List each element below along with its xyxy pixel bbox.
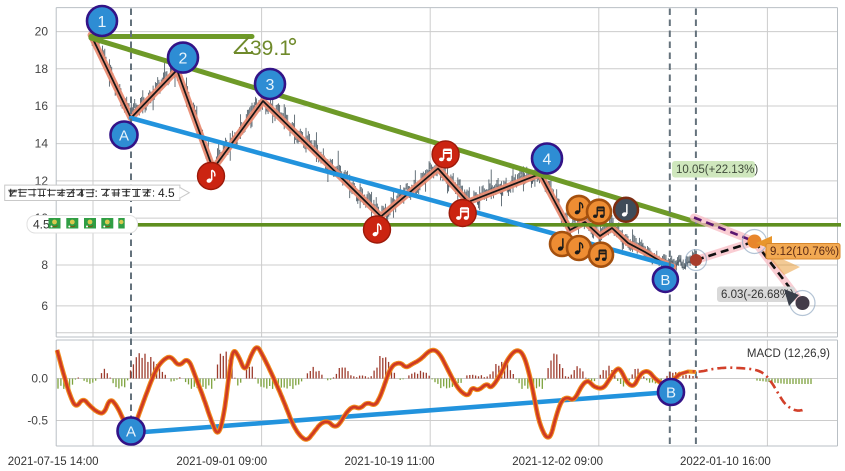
svg-text:2022-01-10 16:00: 2022-01-10 16:00 <box>680 456 771 468</box>
svg-text:16: 16 <box>35 99 49 113</box>
svg-text:A: A <box>126 423 136 440</box>
svg-text::: : <box>95 186 98 200</box>
svg-text:4: 4 <box>543 151 552 168</box>
svg-text:1: 1 <box>98 14 107 31</box>
svg-text:18: 18 <box>35 62 49 76</box>
svg-text:4.5: 4.5 <box>33 218 50 232</box>
svg-text:3: 3 <box>266 77 275 94</box>
svg-text:2021-09-01 09:00: 2021-09-01 09:00 <box>176 456 267 468</box>
svg-text:A: A <box>119 127 129 144</box>
svg-text:MACD (12,26,9): MACD (12,26,9) <box>747 348 830 360</box>
svg-text:2021-07-15 14:00: 2021-07-15 14:00 <box>8 456 99 468</box>
svg-text:2021-10-19 11:00: 2021-10-19 11:00 <box>345 456 435 468</box>
svg-text:9.12(10.76%): 9.12(10.76%) <box>770 246 839 258</box>
svg-text:B: B <box>660 272 670 289</box>
svg-text:14: 14 <box>35 137 49 151</box>
svg-text:6.03(-26.68%): 6.03(-26.68%) <box>721 289 794 301</box>
svg-text:39.1: 39.1 <box>250 37 291 60</box>
svg-text:2021-12-02 09:00: 2021-12-02 09:00 <box>512 456 603 468</box>
svg-text:20: 20 <box>35 25 49 39</box>
svg-text:12: 12 <box>35 174 49 188</box>
svg-text::: : <box>152 188 155 200</box>
svg-text:10.05(+22.13%): 10.05(+22.13%) <box>676 164 758 176</box>
svg-text:6: 6 <box>41 299 48 313</box>
svg-text:-0.5: -0.5 <box>27 414 48 428</box>
svg-text:2: 2 <box>179 50 188 67</box>
svg-text:0.0: 0.0 <box>31 372 48 386</box>
svg-text:B: B <box>666 384 676 401</box>
svg-text:8: 8 <box>41 258 48 272</box>
svg-text:4.5: 4.5 <box>158 186 175 200</box>
